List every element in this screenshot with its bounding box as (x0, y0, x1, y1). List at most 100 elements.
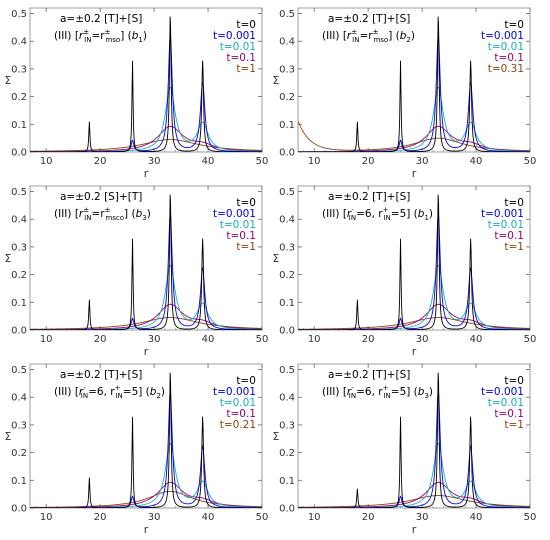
x-tick-label: 50 (256, 156, 269, 167)
x-tick-label: 50 (256, 334, 269, 345)
y-tick-label: 0.1 (279, 120, 295, 131)
x-axis-label: r (412, 167, 417, 180)
legend-entry: t=0 (236, 375, 256, 387)
panel-1: 10 20 30 40 50 0.0 0.1 0.2 0.3 0.4 0.5 r Σa=±0.2 [T]… (5, 7, 269, 180)
series-line-t-0-01 (298, 86, 530, 152)
panel-2: 10 20 30 40 50 0.0 0.1 0.2 0.3 0.4 0.5 r Σa=±0.2 [T]… (273, 7, 536, 180)
x-tick-label: 20 (94, 334, 107, 345)
legend-entry: t=0.1 (226, 408, 256, 420)
title-line-1: a=±0.2 [T]+[S] (328, 13, 410, 25)
title-line-2: (III) [r-IN=6, r+ IN=5] (b3) (322, 384, 433, 400)
legend-entry: t=1 (236, 63, 256, 75)
x-tick-label: 40 (202, 156, 215, 167)
panel-title: a=±0.2 [T]+[S] (III) [r-IN=6, r+ IN=5] (b3… (322, 369, 433, 400)
x-tick-label: 20 (94, 156, 107, 167)
legend-entry: t=0 (236, 19, 256, 31)
plot-frame (297, 7, 531, 153)
title-line-2: (III) [r± IN=r± msco] (b3) (54, 206, 151, 222)
panel-title: a=±0.2 [T]+[S] (III) [r± IN=r± mso] (b1) (54, 13, 147, 44)
legend-entry: t=1 (504, 241, 524, 253)
x-tick-label: 20 (94, 512, 107, 523)
legend-entry: t=0.01 (220, 219, 256, 231)
y-tick-label: 0.5 (279, 365, 295, 376)
y-tick-label: 0.1 (11, 120, 27, 131)
legend-entry: t=0.1 (494, 230, 524, 242)
y-tick-label: 0.5 (11, 9, 27, 20)
y-axis-label: Σ (273, 430, 280, 443)
y-tick-label: 0.3 (11, 242, 27, 253)
y-tick-label: 0.2 (11, 92, 27, 103)
x-tick-label: 40 (202, 512, 215, 523)
legend-entry: t=1 (236, 241, 256, 253)
y-tick-label: 0.0 (279, 326, 295, 337)
y-tick-label: 0.4 (11, 215, 27, 226)
title-line-2: (III) [r-IN=6, r+ IN=5] (b2) (54, 384, 165, 400)
x-tick-label: 10 (40, 334, 53, 345)
y-tick-label: 0.2 (279, 92, 295, 103)
x-tick-label: 10 (40, 512, 53, 523)
x-tick-label: 20 (362, 512, 375, 523)
legend-entry: t=0.001 (213, 30, 256, 42)
legend-entry: t=0.31 (488, 63, 524, 75)
legend-entry: t=0.1 (494, 408, 524, 420)
title-line-1: a=±0.2 [T]+[S] (328, 191, 410, 203)
legend-entry: t=0.001 (481, 208, 524, 220)
panel-title: a=±0.2 [S]+[T] (III) [r± IN=r± msco] (b3) (54, 191, 151, 222)
y-tick-label: 0.5 (11, 187, 27, 198)
series-line-t-0-31 (298, 120, 530, 152)
x-tick-label: 50 (524, 512, 537, 523)
y-tick-label: 0.4 (279, 393, 295, 404)
panel-6: 10 20 30 40 50 0.0 0.1 0.2 0.3 0.4 0.5 r Σa=±0.2 [T]… (273, 363, 537, 536)
title-line-1: a=±0.2 [T]+[S] (60, 13, 142, 25)
series-line-t-0-01 (298, 442, 530, 508)
legend-entry: t=0.001 (213, 386, 256, 398)
series-line-t-0 (298, 194, 530, 330)
legend-entry: t=0 (504, 19, 524, 31)
y-tick-label: 0.1 (279, 476, 295, 487)
y-tick-label: 0.1 (11, 298, 27, 309)
y-tick-label: 0.1 (279, 298, 295, 309)
x-axis-label: r (412, 523, 417, 536)
y-tick-label: 0.3 (279, 64, 295, 75)
title-line-2: (III) [r± IN=r± mso] (b2) (322, 28, 415, 44)
plot-frame (297, 185, 531, 331)
y-tick-label: 0.4 (11, 37, 27, 48)
x-axis-label: r (144, 167, 149, 180)
legend-entry: t=0 (504, 375, 524, 387)
y-tick-label: 0.3 (11, 420, 27, 431)
panel-title: a=±0.2 [T]+[S] (III) [r-IN=6, r+ IN=5] (b2… (54, 369, 165, 400)
series-line-t-0-01 (30, 442, 262, 508)
y-axis-label: Σ (273, 74, 280, 87)
panel-3: 10 20 30 40 50 0.0 0.1 0.2 0.3 0.4 0.5 r Σa=±0.2 [S]… (5, 185, 269, 358)
x-tick-label: 30 (148, 512, 161, 523)
plot-frame (29, 363, 263, 509)
x-tick-label: 50 (256, 512, 269, 523)
y-tick-label: 0.2 (11, 448, 27, 459)
legend-entry: t=0.1 (494, 52, 524, 64)
x-tick-label: 30 (416, 156, 429, 167)
x-tick-label: 30 (148, 334, 161, 345)
legend-entry: t=0.001 (481, 30, 524, 42)
series-line-t-0 (30, 372, 262, 508)
x-tick-label: 40 (470, 512, 483, 523)
y-axis-label: Σ (5, 74, 12, 87)
legend-entry: t=0.01 (488, 397, 524, 409)
title-line-1: a=±0.2 [T]+[S] (60, 369, 142, 381)
x-tick-label: 40 (470, 334, 483, 345)
y-tick-label: 0.2 (279, 448, 295, 459)
y-tick-label: 0.4 (11, 393, 27, 404)
y-tick-label: 0.0 (11, 504, 27, 515)
y-tick-label: 0.4 (279, 37, 295, 48)
title-line-1: a=±0.2 [T]+[S] (328, 369, 410, 381)
x-tick-label: 10 (308, 334, 321, 345)
y-tick-label: 0.1 (11, 476, 27, 487)
x-tick-label: 50 (524, 334, 537, 345)
legend-entry: t=0 (504, 197, 524, 209)
x-tick-label: 40 (202, 334, 215, 345)
